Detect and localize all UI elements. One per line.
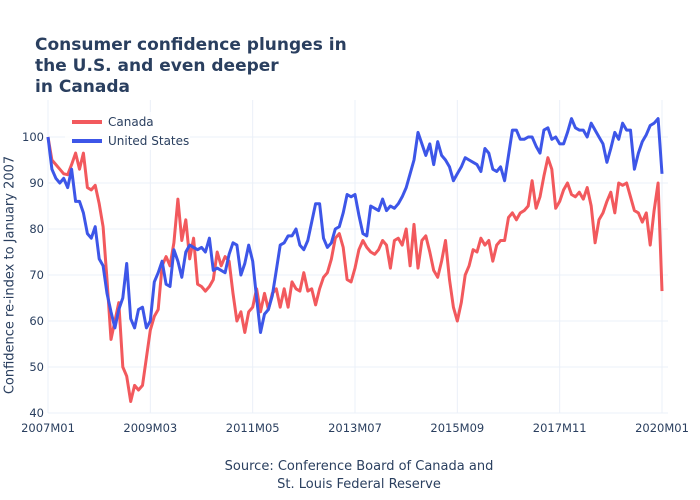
x-tick-label: 2009M03 bbox=[123, 421, 177, 435]
y-axis-ticks: 40 50 60 70 80 90 100 bbox=[22, 130, 44, 420]
legend-background bbox=[65, 112, 190, 150]
chart-title-line-2: the U.S. and even deeper bbox=[35, 56, 279, 76]
x-tick-label: 2017M11 bbox=[533, 421, 587, 435]
x-tick-label: 2015M09 bbox=[430, 421, 484, 435]
x-tick-label: 2007M01 bbox=[21, 421, 75, 435]
source-line-1: Source: Conference Board of Canada and bbox=[224, 459, 494, 474]
x-axis-ticks: 2007M01 2009M03 2011M05 2013M07 2015M09 2017M… bbox=[21, 421, 689, 435]
source-line-2: St. Louis Federal Reserve bbox=[277, 477, 441, 492]
chart-title-line-3: in Canada bbox=[35, 77, 131, 97]
series-line bbox=[46, 136, 664, 403]
y-tick-label: 80 bbox=[29, 222, 44, 236]
legend-item-canada[interactable]: Canada bbox=[72, 115, 154, 129]
series-lines bbox=[46, 117, 664, 403]
y-tick-label: 100 bbox=[22, 130, 44, 144]
legend[interactable]: Canada United States bbox=[65, 112, 190, 150]
x-tick-label: 2013M07 bbox=[328, 421, 382, 435]
series-line bbox=[46, 117, 664, 334]
source-note: Source: Conference Board of Canada and S… bbox=[225, 458, 494, 494]
legend-label: United States bbox=[108, 134, 189, 148]
chart-title: Consumer confidence plunges in the U.S. … bbox=[35, 35, 355, 98]
series-canada bbox=[46, 136, 664, 403]
y-tick-label: 70 bbox=[29, 268, 44, 282]
y-tick-label: 40 bbox=[29, 406, 44, 420]
legend-label: Canada bbox=[108, 115, 154, 129]
chart-title-line-1: Consumer confidence plunges in bbox=[35, 35, 347, 55]
x-tick-label: 2020M01 bbox=[635, 421, 689, 435]
series-united-states bbox=[46, 117, 664, 334]
legend-item-united-states[interactable]: United States bbox=[72, 134, 189, 148]
y-tick-label: 90 bbox=[29, 176, 44, 190]
y-tick-label: 50 bbox=[29, 360, 44, 374]
y-tick-label: 60 bbox=[29, 314, 44, 328]
x-tick-label: 2011M05 bbox=[226, 421, 280, 435]
